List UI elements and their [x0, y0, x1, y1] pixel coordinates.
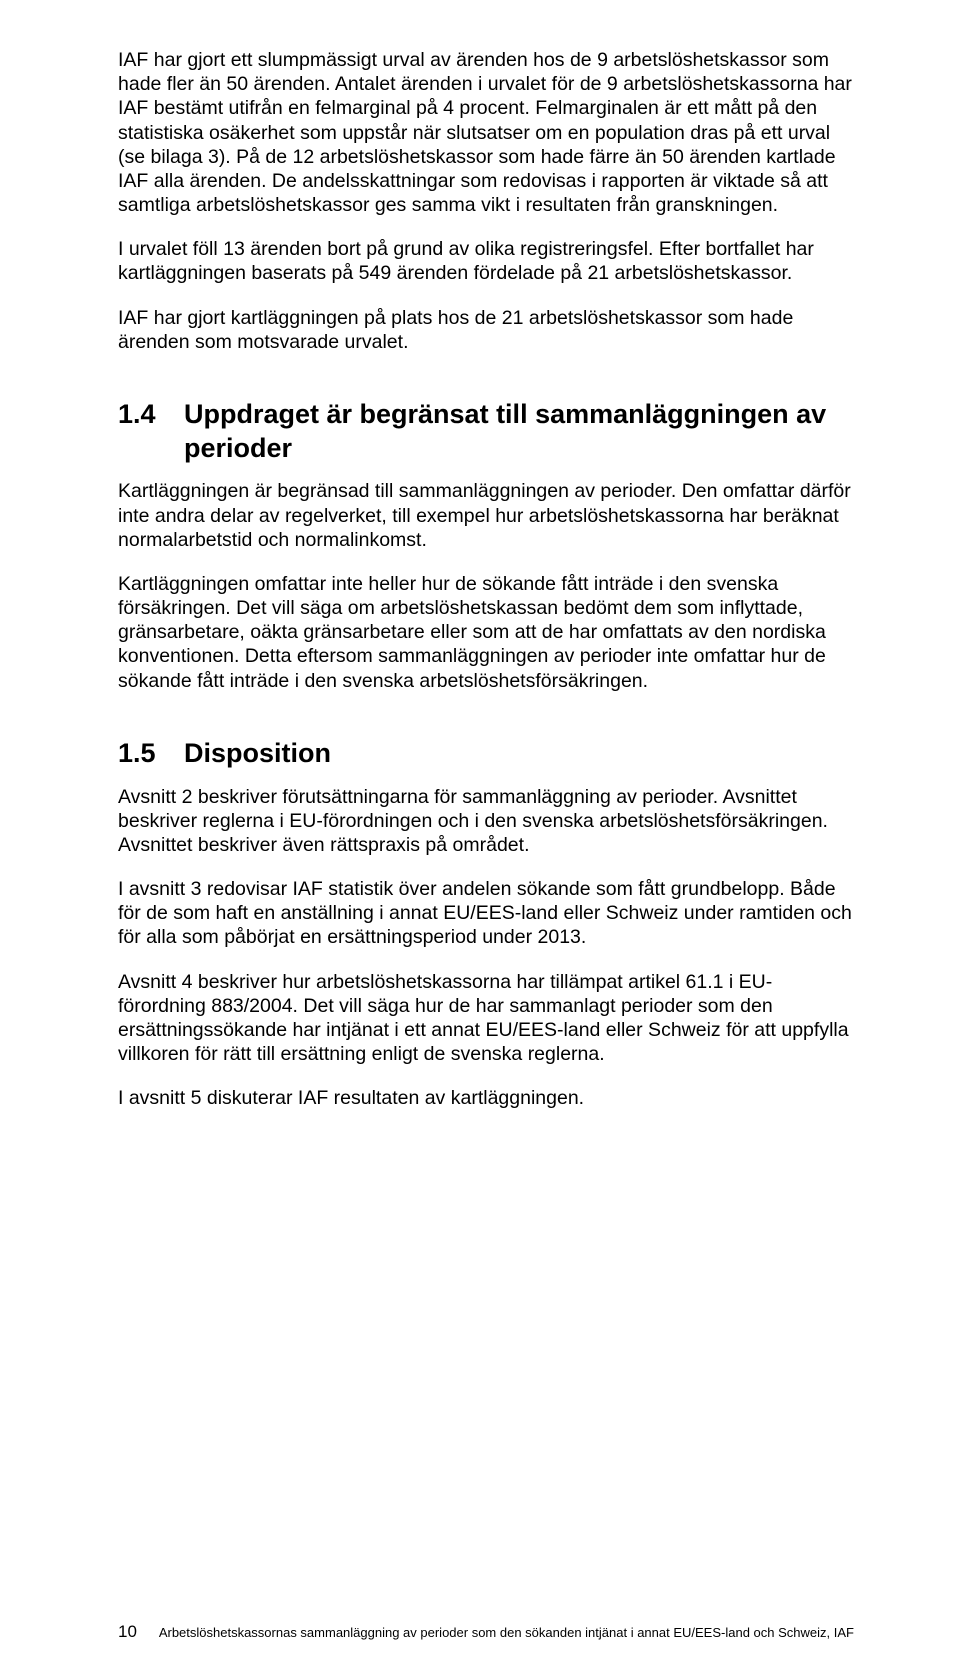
page-number: 10 — [118, 1622, 137, 1642]
body-paragraph: IAF har gjort ett slumpmässigt urval av … — [118, 48, 860, 217]
section-number: 1.4 — [118, 398, 184, 466]
body-paragraph: Kartläggningen är begränsad till sammanl… — [118, 479, 860, 552]
body-paragraph: Kartläggningen omfattar inte heller hur … — [118, 572, 860, 693]
body-paragraph: I avsnitt 5 diskuterar IAF resultaten av… — [118, 1086, 860, 1110]
body-paragraph: IAF har gjort kartläggningen på plats ho… — [118, 306, 860, 354]
section-heading-1-4: 1.4 Uppdraget är begränsat till sammanlä… — [118, 398, 860, 466]
page-footer: 10 Arbetslöshetskassornas sammanläggning… — [0, 1622, 960, 1642]
footer-text: Arbetslöshetskassornas sammanläggning av… — [159, 1625, 854, 1640]
body-paragraph: Avsnitt 2 beskriver förutsättningarna fö… — [118, 785, 860, 858]
body-paragraph: I urvalet föll 13 ärenden bort på grund … — [118, 237, 860, 285]
section-heading-1-5: 1.5 Disposition — [118, 737, 860, 771]
section-title: Disposition — [184, 737, 331, 771]
page: IAF har gjort ett slumpmässigt urval av … — [0, 0, 960, 1678]
body-paragraph: Avsnitt 4 beskriver hur arbetslöshetskas… — [118, 970, 860, 1067]
body-paragraph: I avsnitt 3 redovisar IAF statistik över… — [118, 877, 860, 950]
section-number: 1.5 — [118, 737, 184, 771]
section-title: Uppdraget är begränsat till sammanläggni… — [184, 398, 860, 466]
